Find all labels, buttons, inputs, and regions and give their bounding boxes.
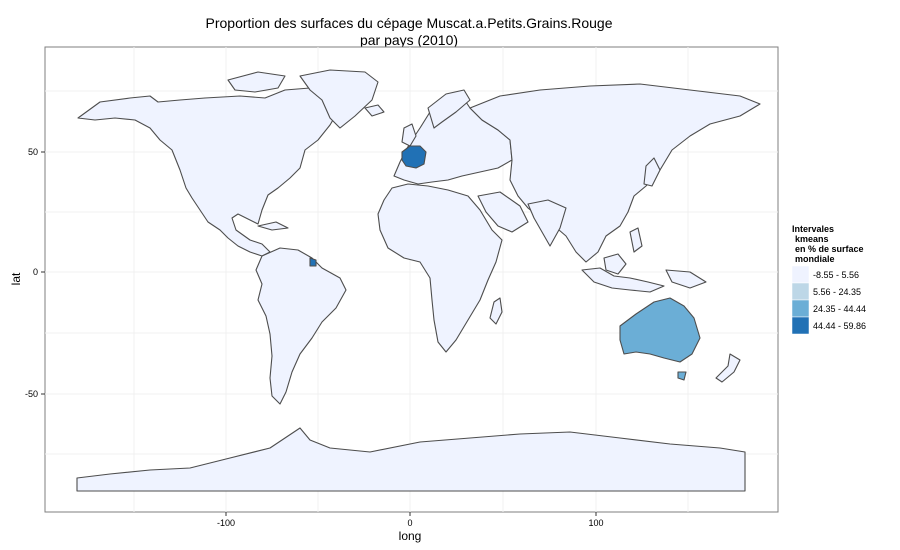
philippines <box>629 227 643 253</box>
north-america <box>77 87 341 257</box>
new-zealand <box>715 353 741 383</box>
y-tick-label-1: 50 <box>28 147 38 157</box>
tasmania <box>677 371 687 381</box>
australia <box>619 297 701 363</box>
greenland <box>299 69 379 129</box>
y-tick-label-3: -50 <box>25 389 38 399</box>
south-america <box>255 247 347 405</box>
india <box>527 199 567 247</box>
cuba <box>257 221 289 231</box>
legend-swatch-1 <box>791 265 810 284</box>
x-axis-title: long <box>399 529 422 543</box>
africa <box>377 183 503 353</box>
legend-swatch-4 <box>791 316 810 335</box>
legend-title-line2: kmeans <box>795 234 829 244</box>
y-tick-label-2: 0 <box>33 267 38 277</box>
legend-title-line3: en % de surface <box>795 244 864 254</box>
legend: Intervales kmeans en % de surface mondia… <box>791 224 866 335</box>
legend-label-4: 44.44 - 59.86 <box>813 321 866 331</box>
legend-title-line4: mondiale <box>795 254 835 264</box>
chart-title-line1: Proportion des surfaces du cépage Muscat… <box>206 15 613 31</box>
x-tick-label-2: 0 <box>407 518 412 528</box>
borneo <box>603 253 627 275</box>
indonesia <box>581 267 665 293</box>
legend-swatch-2 <box>791 282 810 301</box>
great-britain <box>401 123 417 147</box>
chart-title-line2: par pays (2010) <box>360 32 458 48</box>
iceland <box>364 104 385 117</box>
legend-label-3: 24.35 - 44.44 <box>813 304 866 314</box>
x-tick-label-3: 100 <box>588 518 603 528</box>
legend-swatch-3 <box>791 299 810 318</box>
legend-label-1: -8.55 - 5.56 <box>813 270 859 280</box>
new-guinea <box>665 269 707 289</box>
legend-title-line1: Intervales <box>792 224 834 234</box>
y-axis-title: lat <box>9 272 23 285</box>
japan <box>643 157 661 187</box>
scandinavia <box>427 89 471 129</box>
legend-label-2: 5.56 - 24.35 <box>813 287 861 297</box>
land-group <box>76 69 761 492</box>
madagascar <box>489 297 503 325</box>
french-guiana <box>309 257 317 267</box>
arctic-islands <box>227 71 286 93</box>
antarctica <box>76 427 746 492</box>
axis-ticks <box>41 151 597 516</box>
france <box>401 145 427 169</box>
arabia <box>477 191 529 233</box>
x-tick-label-1: -100 <box>217 518 235 528</box>
